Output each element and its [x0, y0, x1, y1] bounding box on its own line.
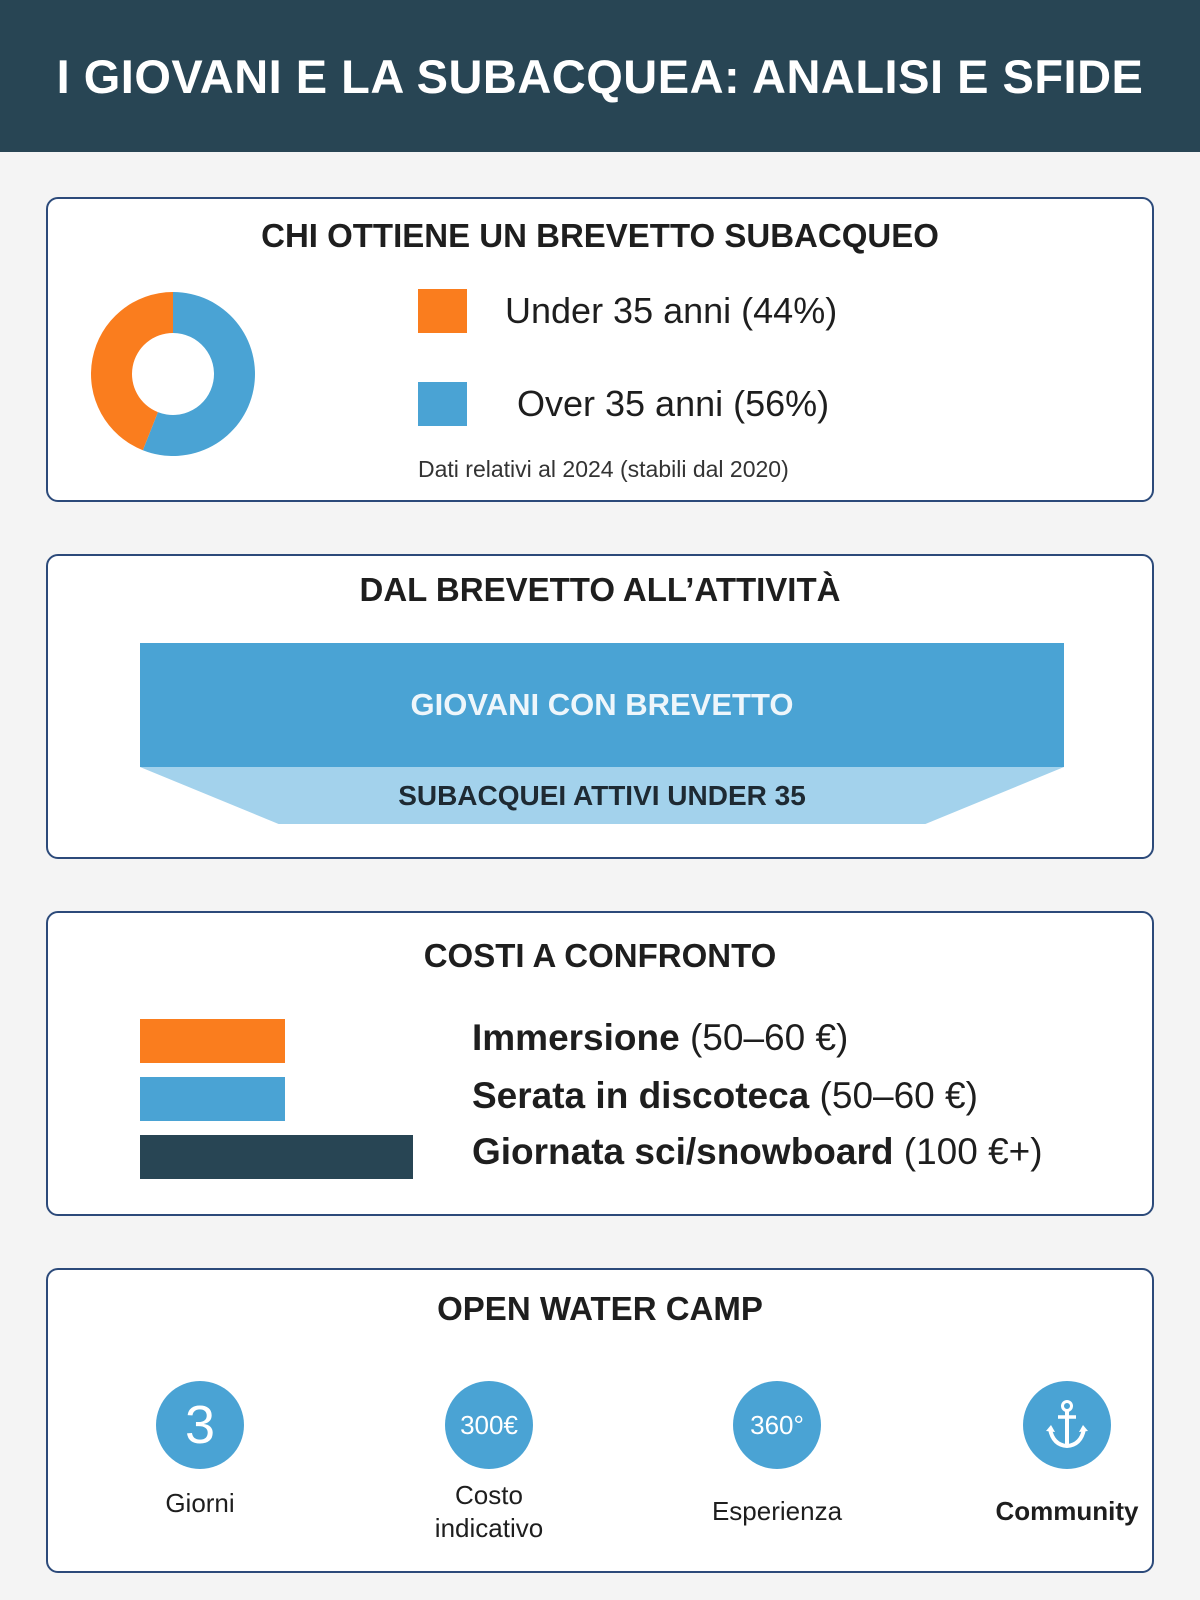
stat-circle-giorni: 3 [156, 1381, 244, 1469]
legend-label-under-35: Under 35 anni (44%) [505, 290, 838, 331]
page-title: I GIOVANI E LA SUBACQUEA: ANALISI E SFID… [56, 49, 1144, 103]
data-note: Dati relativi al 2024 (stabili dal 2020) [418, 456, 789, 482]
funnel-bottom-label: SUBACQUEI ATTIVI UNDER 35 [398, 779, 806, 811]
stat-label-giorni: Giorni [165, 1488, 235, 1518]
certification-title: CHI OTTIENE UN BREVETTO SUBACQUEO [261, 217, 939, 254]
certification-card: CHI OTTIENE UN BREVETTO SUBACQUEO Under … [46, 197, 1154, 502]
cost-price-immersione: (50–60 €) [689, 1017, 849, 1058]
costs-title: COSTI A CONFRONTO [423, 937, 777, 974]
donut-slice-under-35 [91, 292, 173, 451]
cost-bar-discoteca [140, 1077, 285, 1121]
stat-label-esperienza: Esperienza [711, 1496, 843, 1526]
cost-item-immersione: Immersione (50–60 €) [472, 1017, 848, 1059]
cost-price-sci: (100 €+) [903, 1131, 1043, 1172]
stat-community: Community [957, 1381, 1177, 1528]
costs-card: COSTI A CONFRONTO Immersione (50–60 €) S… [46, 911, 1154, 1216]
legend-item-over-35: Over 35 anni (56%) [418, 382, 829, 426]
legend-swatch-under-35 [418, 289, 467, 333]
stat-esperienza: 360° Esperienza [667, 1381, 887, 1528]
legend-item-under-35: Under 35 anni (44%) [418, 289, 837, 333]
stat-costo: 300€ Costo indicativo [379, 1381, 599, 1544]
anchor-icon [1023, 1381, 1111, 1469]
legend-swatch-over-35 [418, 382, 467, 426]
cost-price-discoteca: (50–60 €) [819, 1075, 978, 1116]
anchor-icon-glyph [1046, 1400, 1088, 1449]
stat-label-costo: Costo indicativo [434, 1480, 544, 1543]
cost-name-sci: Giornata sci/snowboard [472, 1131, 894, 1172]
cost-name-discoteca: Serata in discoteca [472, 1075, 810, 1116]
cost-item-sci: Giornata sci/snowboard (100 €+) [472, 1131, 1043, 1173]
age-donut-chart [91, 292, 255, 456]
header-banner: I GIOVANI E LA SUBACQUEA: ANALISI E SFID… [0, 0, 1200, 152]
cost-item-discoteca: Serata in discoteca (50–60 €) [472, 1075, 978, 1117]
funnel-top-label: GIOVANI CON BREVETTO [410, 687, 794, 722]
cost-bar-immersione [140, 1019, 285, 1063]
cost-name-immersione: Immersione [472, 1017, 680, 1058]
stat-label-community: Community [995, 1496, 1139, 1526]
cost-bar-sci [140, 1135, 413, 1179]
stat-circle-costo: 300€ [445, 1381, 533, 1469]
camp-card: OPEN WATER CAMP 3 Giorni 300€ Costo indi… [46, 1268, 1154, 1573]
funnel-card: DAL BREVETTO ALL’ATTIVITÀ GIOVANI CON BR… [46, 554, 1154, 859]
funnel-bottom-stage: SUBACQUEI ATTIVI UNDER 35 [140, 767, 1064, 824]
stat-circle-esperienza: 360° [733, 1381, 821, 1469]
funnel-title: DAL BREVETTO ALL’ATTIVITÀ [359, 571, 841, 608]
stat-giorni: 3 Giorni [90, 1381, 310, 1520]
legend-label-over-35: Over 35 anni (56%) [517, 383, 830, 424]
camp-title: OPEN WATER CAMP [437, 1290, 763, 1327]
funnel-top-stage: GIOVANI CON BREVETTO [140, 643, 1064, 767]
donut-slice-over-35 [142, 292, 255, 456]
